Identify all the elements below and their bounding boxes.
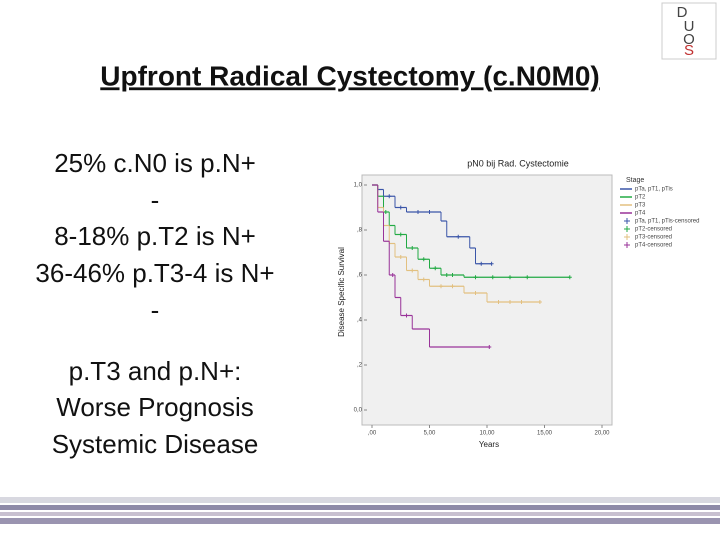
- censor-mark: [525, 275, 530, 280]
- censor-mark: [439, 284, 443, 289]
- censor-mark: [450, 273, 455, 277]
- censor-mark: [410, 268, 415, 273]
- censor-mark: [390, 273, 395, 277]
- censor-mark: [398, 205, 403, 210]
- legend-label: pT3: [635, 203, 646, 209]
- legend-label: pT4: [635, 211, 646, 217]
- legend-label: pT3-censored: [635, 235, 672, 241]
- footer-band: [0, 505, 720, 510]
- censor-mark: [433, 266, 438, 271]
- slide-title: Upfront Radical Cystectomy (c.N0M0): [100, 60, 599, 91]
- y-tick-label: ,6: [357, 273, 363, 279]
- slide-text: p.T3 and p.N+:: [69, 356, 242, 386]
- slide-text: 36-46% p.T3-4 is N+: [35, 258, 274, 288]
- x-tick-label: ,00: [368, 431, 377, 437]
- censor-mark: [427, 210, 432, 214]
- x-tick-label: 5,00: [424, 431, 436, 437]
- censor-mark: [519, 300, 524, 304]
- censor-mark: [410, 246, 415, 250]
- legend-symbol: [624, 234, 630, 240]
- slide-text: -: [151, 185, 160, 215]
- x-tick-label: 10,00: [479, 431, 495, 437]
- y-axis-label: Disease Specific Survival: [337, 247, 346, 337]
- censor-mark: [473, 275, 478, 280]
- y-tick-label: 1,0: [354, 183, 363, 189]
- censor-mark: [489, 261, 494, 266]
- censor-mark: [404, 313, 409, 318]
- slide-text: Worse Prognosis: [56, 392, 254, 422]
- slide-text: -: [151, 295, 160, 325]
- legend-label: pT2: [635, 195, 646, 201]
- legend-symbol: [624, 226, 630, 232]
- footer-band: [0, 497, 720, 503]
- y-tick-label: ,2: [357, 363, 363, 369]
- censor-mark: [416, 210, 420, 214]
- slide-text: 25% c.N0 is p.N+: [54, 148, 256, 178]
- censor-mark: [387, 194, 392, 199]
- censor-mark: [487, 345, 492, 349]
- legend-label: pT2-censored: [635, 227, 672, 233]
- legend-label: pT4-censored: [635, 243, 672, 249]
- censor-mark: [567, 275, 572, 280]
- logo-letter: O: [683, 31, 695, 48]
- y-tick-label: ,4: [357, 318, 363, 324]
- censor-mark: [473, 291, 478, 295]
- logo-frame: [661, 2, 717, 60]
- censor-mark: [508, 275, 512, 280]
- censor-mark: [490, 275, 495, 280]
- legend-label: pTa, pT1, pTis: [635, 187, 673, 193]
- censor-mark: [479, 261, 484, 266]
- slide-text: Systemic Disease: [52, 429, 259, 459]
- x-axis-label: Years: [479, 440, 499, 449]
- censor-mark: [383, 210, 388, 214]
- chart-title: pN0 bij Rad. Cystectomie: [467, 158, 569, 168]
- censor-mark: [444, 273, 449, 277]
- y-tick-label: 0,0: [354, 408, 363, 414]
- censor-mark: [398, 255, 403, 259]
- censor-mark: [398, 232, 403, 237]
- censor-mark: [456, 234, 461, 239]
- x-tick-label: 20,00: [594, 431, 610, 437]
- censor-mark: [537, 300, 542, 304]
- logo-letter: S: [684, 42, 694, 59]
- censor-mark: [421, 277, 426, 282]
- censor-mark: [421, 257, 426, 262]
- legend-label: pTa, pT1, pTis-censored: [635, 219, 699, 225]
- legend-title: Stage: [626, 177, 644, 184]
- x-tick-label: 15,00: [537, 431, 553, 437]
- censor-mark: [508, 300, 512, 304]
- logo-letter: U: [684, 18, 695, 35]
- logo-letter: D: [677, 4, 688, 21]
- censor-mark: [450, 284, 455, 289]
- slide-text: 8-18% p.T2 is N+: [54, 221, 256, 251]
- legend-symbol: [624, 218, 630, 224]
- footer-band: [0, 512, 720, 516]
- censor-mark: [496, 300, 501, 304]
- legend-symbol: [624, 242, 630, 248]
- y-tick-label: ,8: [357, 228, 363, 234]
- footer-band: [0, 518, 720, 524]
